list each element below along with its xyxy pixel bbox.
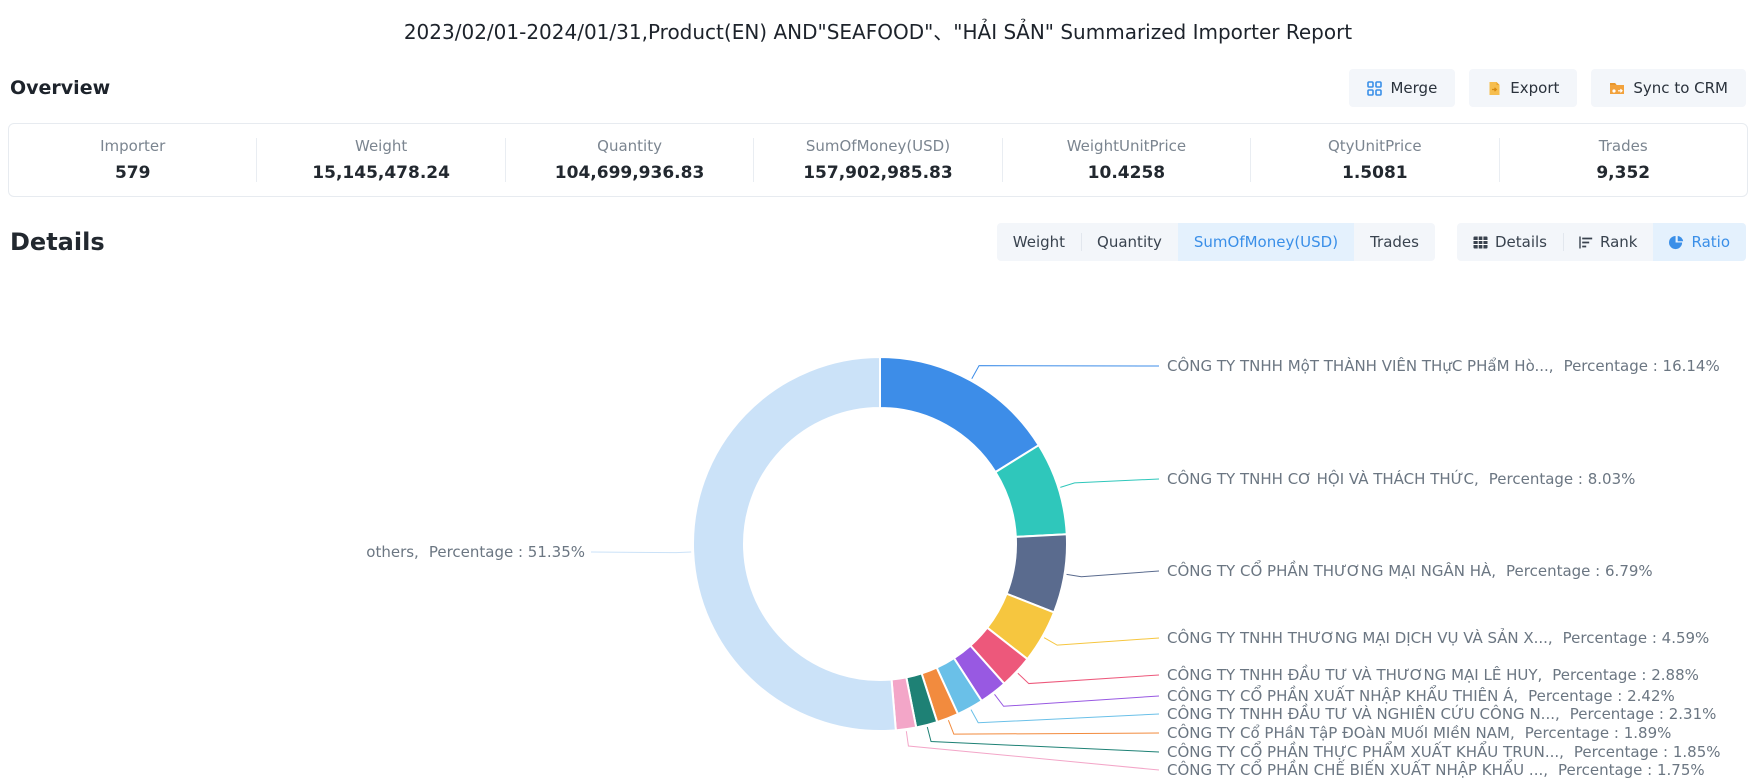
stat-divider bbox=[256, 138, 258, 182]
stat-label: WeightUnitPrice bbox=[1066, 137, 1187, 155]
pie-label-9: CÔNG TY CỔ PHẦN CHẾ BIẾN XUẤT NHẬP KHẨU … bbox=[1167, 758, 1705, 779]
stat-divider bbox=[1250, 138, 1252, 182]
stat-divider bbox=[753, 138, 755, 182]
tab-weight-label: Weight bbox=[1012, 233, 1066, 251]
metric-tab-group: Weight Quantity SumOfMoney(USD) Trades bbox=[996, 223, 1435, 261]
details-heading: Details bbox=[10, 228, 105, 256]
stat-value: 157,902,985.83 bbox=[803, 163, 953, 183]
stat-sum-of-money: SumOfMoney(USD) 157,902,985.83 bbox=[754, 137, 1001, 183]
tab-sum-of-money[interactable]: SumOfMoney(USD) bbox=[1177, 223, 1355, 261]
stat-qty-unit-price: QtyUnitPrice 1.5081 bbox=[1251, 137, 1498, 183]
tab-ratio-view-label: Ratio bbox=[1691, 233, 1730, 251]
pie-label-3: CÔNG TY TNHH THƯƠNG MẠI DỊCH VỤ VÀ SẢN X… bbox=[1167, 627, 1709, 647]
tab-details-view[interactable]: Details bbox=[1457, 223, 1563, 261]
tab-rank-view[interactable]: Rank bbox=[1563, 223, 1653, 261]
sync-folder-icon bbox=[1609, 81, 1625, 95]
stat-trades: Trades 9,352 bbox=[1500, 137, 1747, 183]
pie-label-0: CÔNG TY TNHH MộT THÀNH VIÊN THựC PHẩM Hò… bbox=[1167, 356, 1720, 375]
overview-stats-card: Importer 579 Weight 15,145,478.24 Quanti… bbox=[8, 123, 1748, 197]
stat-importer: Importer 579 bbox=[9, 137, 256, 183]
overview-heading: Overview bbox=[10, 77, 111, 99]
stat-value: 579 bbox=[114, 163, 151, 183]
tab-details-view-label: Details bbox=[1494, 233, 1547, 251]
pie-label-6: CÔNG TY TNHH ĐẦU TƯ VÀ NGHIÊN CỨU CÔNG N… bbox=[1167, 702, 1716, 723]
pie-label-10: others, Percentage : 51.35% bbox=[366, 543, 585, 561]
stat-value: 9,352 bbox=[1596, 163, 1651, 183]
pie-leader-line bbox=[1066, 570, 1160, 578]
pie-leader-line bbox=[1060, 478, 1160, 488]
pie-leader-line bbox=[994, 694, 1160, 707]
merge-button[interactable]: Merge bbox=[1349, 69, 1456, 107]
merge-button-label: Merge bbox=[1390, 79, 1438, 97]
tab-rank-view-label: Rank bbox=[1600, 233, 1638, 251]
merge-grid-icon bbox=[1367, 80, 1383, 96]
title-bar: 2023/02/01-2024/01/31,Product(EN) AND"SE… bbox=[0, 0, 1756, 57]
pie-leader-line bbox=[970, 709, 1160, 724]
tab-quantity-label: Quantity bbox=[1097, 233, 1162, 251]
pie-label-2: CÔNG TY CỔ PHẦN THƯƠNG MẠI NGÂN HÀ, Perce… bbox=[1167, 559, 1653, 580]
ratio-chart-area: CÔNG TY TNHH MộT THÀNH VIÊN THựC PHẩM Hò… bbox=[0, 280, 1756, 780]
stat-label: SumOfMoney(USD) bbox=[805, 137, 951, 155]
tab-ratio-view[interactable]: Ratio bbox=[1653, 223, 1746, 261]
pie-leader-line bbox=[1017, 672, 1160, 685]
importer-ratio-pie-chart: CÔNG TY TNHH MộT THÀNH VIÊN THựC PHẩM Hò… bbox=[366, 356, 1721, 779]
stat-label: Trades bbox=[1598, 137, 1648, 155]
pie-leader-line bbox=[905, 731, 1160, 771]
export-button-label: Export bbox=[1510, 79, 1560, 97]
page-title: 2023/02/01-2024/01/31,Product(EN) AND"SE… bbox=[403, 20, 1353, 44]
pie-leader-line bbox=[971, 365, 1160, 380]
overview-header: Overview Merge Export Sync to CRM bbox=[10, 69, 1746, 107]
stat-divider bbox=[1498, 138, 1500, 182]
sync-to-crm-button-label: Sync to CRM bbox=[1633, 79, 1728, 97]
pie-chart-icon bbox=[1669, 235, 1684, 250]
stat-value: 15,145,478.24 bbox=[312, 163, 450, 183]
stat-quantity: Quantity 104,699,936.83 bbox=[506, 137, 753, 183]
stat-divider bbox=[1001, 138, 1003, 182]
pie-label-8: CÔNG TY CỔ PHẦN THỰC PHẨM XUẤT KHẨU TRUN… bbox=[1167, 740, 1721, 761]
stat-value: 10.4258 bbox=[1087, 163, 1166, 183]
pie-leader-line bbox=[590, 551, 692, 554]
stat-label: Importer bbox=[100, 137, 166, 155]
view-tab-group: Details Rank Ratio bbox=[1456, 223, 1746, 261]
stat-value: 1.5081 bbox=[1342, 163, 1408, 183]
overview-actions: Merge Export Sync to CRM bbox=[1349, 69, 1746, 107]
pie-slice-10[interactable] bbox=[692, 356, 897, 732]
tab-trades[interactable]: Trades bbox=[1354, 223, 1435, 261]
tab-sum-of-money-label: SumOfMoney(USD) bbox=[1193, 233, 1339, 251]
pie-slice-0[interactable] bbox=[879, 356, 1040, 474]
stat-weight: Weight 15,145,478.24 bbox=[257, 137, 504, 183]
stat-divider bbox=[504, 138, 506, 182]
table-icon bbox=[1473, 236, 1488, 249]
details-header: Details Weight Quantity SumOfMoney(USD) … bbox=[10, 223, 1746, 261]
export-button[interactable]: Export bbox=[1469, 69, 1578, 107]
pie-leader-line bbox=[926, 726, 1160, 753]
sync-to-crm-button[interactable]: Sync to CRM bbox=[1591, 69, 1746, 107]
tab-quantity[interactable]: Quantity bbox=[1081, 223, 1178, 261]
stat-value: 104,699,936.83 bbox=[554, 163, 705, 183]
stat-label: Quantity bbox=[597, 137, 662, 155]
tab-trades-label: Trades bbox=[1370, 233, 1419, 251]
pie-label-4: CÔNG TY TNHH ĐẦU TƯ VÀ THƯƠNG MẠI LÊ HUY… bbox=[1167, 663, 1699, 684]
stat-label: Weight bbox=[355, 137, 408, 155]
pie-label-1: CÔNG TY TNHH CƠ HỘI VÀ THÁCH THỨC, Percen… bbox=[1167, 469, 1635, 488]
pie-label-7: CÔNG TY Cổ PHầN TậP ĐOàN MUốI MIềN NAM, P… bbox=[1167, 723, 1671, 742]
pie-leader-line bbox=[947, 720, 1160, 735]
pie-label-5: CÔNG TY CỔ PHẦN XUẤT NHẬP KHẨU THIÊN Á, P… bbox=[1167, 684, 1675, 705]
export-file-icon bbox=[1487, 81, 1502, 96]
stat-weight-unit-price: WeightUnitPrice 10.4258 bbox=[1003, 137, 1250, 183]
stat-label: QtyUnitPrice bbox=[1327, 137, 1422, 155]
rank-bars-icon bbox=[1579, 236, 1593, 249]
tab-weight[interactable]: Weight bbox=[997, 223, 1081, 261]
pie-leader-line bbox=[1043, 637, 1160, 646]
